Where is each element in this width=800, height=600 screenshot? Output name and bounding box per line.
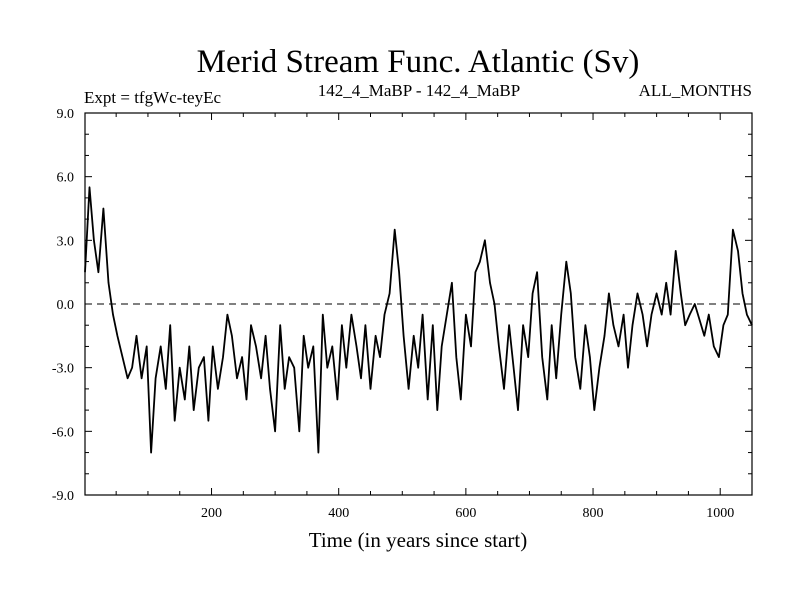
y-tick-label: -9.0 [52, 489, 74, 504]
series-line-0 [84, 186, 753, 454]
y-tick-label: -3.0 [52, 362, 74, 377]
y-tick-label: -6.0 [52, 425, 74, 440]
header-center: 142_4_MaBP - 142_4_MaBP [318, 81, 520, 100]
x-tick-label: 200 [201, 506, 222, 521]
y-tick-label: 3.0 [57, 234, 75, 249]
plot-frame [84, 112, 753, 496]
x-tick-label: 400 [328, 506, 349, 521]
series-group [84, 186, 753, 454]
y-tick-label: 6.0 [57, 171, 75, 186]
x-tick-label: 800 [583, 506, 604, 521]
header-right: ALL_MONTHS [639, 81, 752, 100]
y-tick-label: 9.0 [57, 107, 75, 122]
x-axis-label: Time (in years since start) [309, 528, 528, 552]
header-left: Expt = tfgWc-teyEc [84, 88, 221, 107]
chart-title: Merid Stream Func. Atlantic (Sv) [197, 44, 640, 80]
y-tick-label: 0.0 [57, 298, 75, 313]
x-tick-label: 1000 [706, 506, 734, 521]
x-tick-label: 600 [455, 506, 476, 521]
